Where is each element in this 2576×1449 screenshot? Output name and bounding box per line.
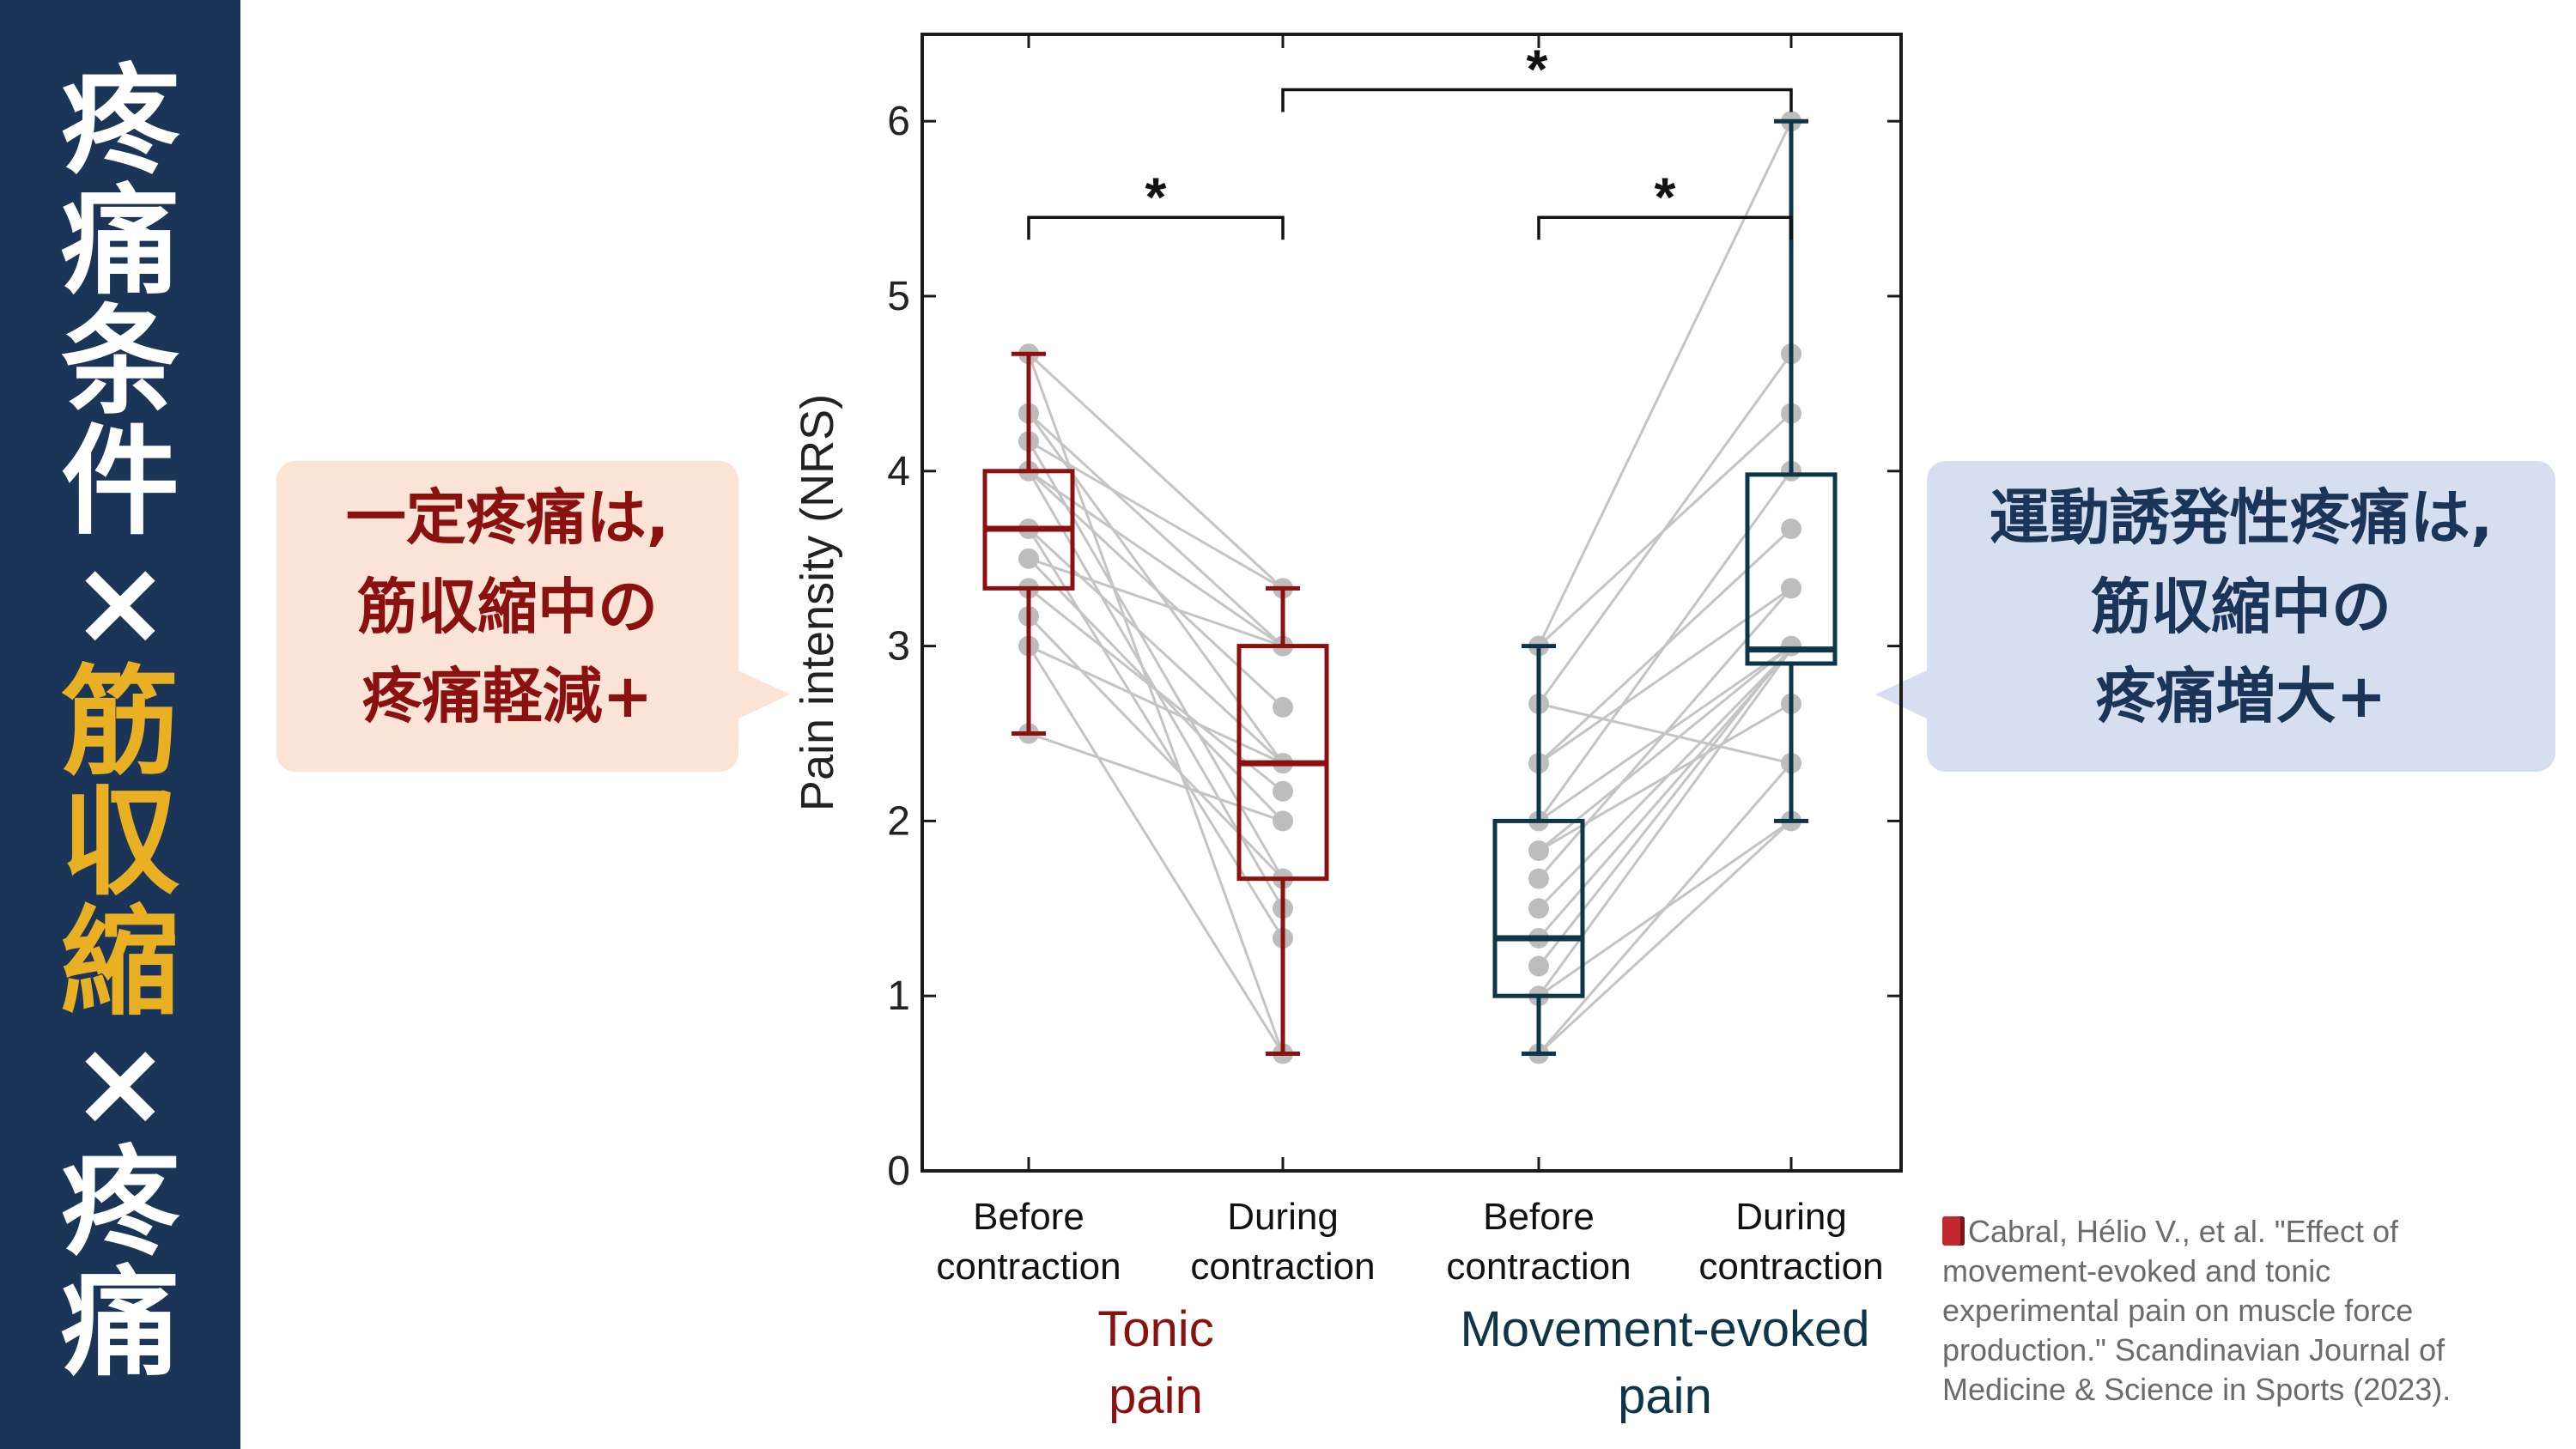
- x-category-label: Before: [973, 1196, 1084, 1238]
- significance-marker: *: [1145, 166, 1167, 227]
- x-category-label: During: [1735, 1196, 1847, 1238]
- x-category-label: contraction: [1446, 1246, 1631, 1288]
- paired-line: [1027, 412, 1285, 647]
- tonic-pain-callout: 一定疼痛は, 筋収縮中の 疼痛軽減+: [276, 461, 790, 772]
- group-label: pain: [1618, 1368, 1712, 1424]
- callout-line: 疼痛増大+: [2095, 661, 2387, 731]
- data-point: [1018, 548, 1039, 569]
- data-point: [1273, 780, 1293, 802]
- paired-line: [1537, 762, 1793, 1055]
- y-tick-label: 0: [887, 1149, 910, 1194]
- sidebar-char: 疼: [60, 1134, 179, 1272]
- group-label: Tonic: [1097, 1301, 1213, 1357]
- data-point: [1528, 955, 1549, 977]
- y-tick-label: 6: [887, 99, 910, 144]
- data-point: [1781, 635, 1801, 657]
- citation-line: Cabral, Hélio V., et al. "Effect of: [1968, 1214, 2399, 1249]
- data-point: [1781, 518, 1801, 540]
- box-iqr: [1745, 472, 1838, 666]
- citation: Cabral, Hélio V., et al. "Effect of move…: [1942, 1212, 2543, 1410]
- citation-line: production." Scandinavian Journal of: [1942, 1332, 2445, 1367]
- paired-line: [1027, 353, 1285, 590]
- y-tick-label: 1: [887, 973, 910, 1019]
- group-label: pain: [1109, 1368, 1203, 1424]
- data-point: [1528, 840, 1549, 862]
- sidebar-char: 筋: [60, 653, 179, 791]
- x-category-label: contraction: [1190, 1246, 1375, 1288]
- y-tick-label: 5: [887, 274, 910, 319]
- y-tick-label: 4: [887, 449, 910, 494]
- sidebar-char: 件: [60, 413, 179, 551]
- paired-line: [1537, 120, 1793, 647]
- significance-bracket: [1027, 215, 1285, 240]
- significance-marker: *: [1527, 39, 1548, 100]
- callout-line: 疼痛軽減+: [361, 661, 653, 731]
- sidebar-char: ×: [70, 533, 170, 671]
- callout-line: 筋収縮中の: [357, 572, 658, 642]
- book-icon: [1942, 1216, 1965, 1246]
- x-category-label: During: [1227, 1196, 1339, 1238]
- group-label: Movement-evoked: [1460, 1301, 1869, 1357]
- y-tick-label: 3: [887, 624, 910, 670]
- paired-line: [1537, 648, 1793, 910]
- paired-line: [1028, 440, 1284, 590]
- sidebar-char: 縮: [60, 894, 179, 1032]
- sidebar-char: 収: [60, 773, 179, 912]
- significance-bracket: [1537, 215, 1793, 240]
- data-point: [1273, 810, 1293, 832]
- paired-line: [1538, 645, 1792, 852]
- paired-line: [1537, 820, 1793, 1055]
- callout-line: 一定疼痛は,: [345, 482, 670, 553]
- paired-line: [1537, 470, 1793, 822]
- citation-line: experimental pain on muscle force: [1942, 1293, 2414, 1328]
- paired-line: [1537, 587, 1793, 880]
- sidebar-char: 痛: [60, 1254, 179, 1392]
- citation-line: movement-evoked and tonic: [1942, 1253, 2331, 1288]
- sidebar-title: 疼痛条件 × 筋収縮 × 疼痛: [0, 62, 240, 1384]
- significance-bracket: [1281, 88, 1793, 112]
- sidebar-char: 疼: [60, 52, 179, 191]
- data-point: [1273, 696, 1293, 718]
- y-axis-label: Pain intensity (NRS): [792, 394, 843, 811]
- movement-evoked-callout: 運動誘発性疼痛は, 筋収縮中の 疼痛増大+: [1875, 461, 2555, 772]
- callout-line: 筋収縮中の: [2091, 572, 2391, 642]
- sidebar-char: 条: [60, 293, 179, 431]
- x-category-label: contraction: [1698, 1246, 1883, 1288]
- significance-marker: *: [1655, 166, 1676, 227]
- citation-line: Medicine & Science in Sports (2023).: [1942, 1372, 2451, 1407]
- data-point: [1781, 578, 1801, 599]
- sidebar-char: 痛: [60, 173, 179, 311]
- callout-line: 運動誘発性疼痛は,: [1989, 482, 2494, 553]
- x-category-label: contraction: [936, 1246, 1121, 1288]
- paired-line: [1027, 645, 1285, 1055]
- x-category-label: Before: [1483, 1196, 1595, 1238]
- data-point: [1528, 868, 1549, 889]
- data-point: [1528, 898, 1549, 919]
- sidebar-char: ×: [70, 1014, 170, 1152]
- box-iqr: [1492, 818, 1585, 998]
- y-tick-label: 2: [887, 798, 910, 844]
- plot-frame: [920, 33, 1903, 1173]
- paired-line: [1028, 557, 1284, 648]
- sidebar-panel: 疼痛条件 × 筋収縮 × 疼痛: [0, 0, 240, 1449]
- paired-line: [1537, 353, 1793, 705]
